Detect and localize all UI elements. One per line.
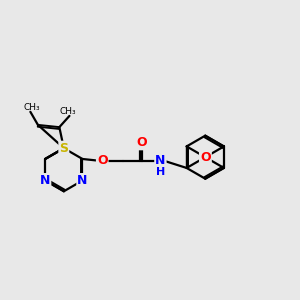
Text: CH₃: CH₃	[59, 107, 76, 116]
Text: O: O	[200, 151, 211, 164]
Text: N: N	[40, 174, 50, 187]
Text: O: O	[97, 154, 107, 167]
Text: H: H	[156, 167, 165, 176]
Text: N: N	[155, 154, 166, 167]
Text: O: O	[200, 151, 211, 164]
Text: CH₃: CH₃	[24, 103, 40, 112]
Text: S: S	[59, 142, 68, 155]
Text: N: N	[77, 174, 88, 187]
Text: O: O	[136, 136, 147, 149]
